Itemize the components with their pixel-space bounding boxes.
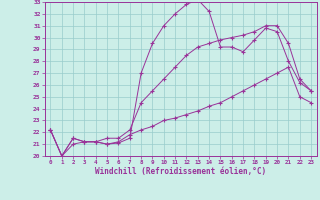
X-axis label: Windchill (Refroidissement éolien,°C): Windchill (Refroidissement éolien,°C) [95, 167, 266, 176]
